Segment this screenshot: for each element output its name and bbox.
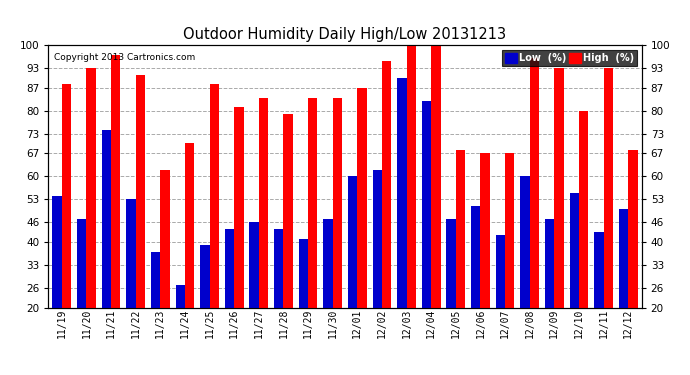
Bar [101, 130, 111, 308]
Bar [210, 84, 219, 308]
Bar [628, 150, 638, 308]
Bar [471, 206, 480, 308]
Bar [373, 170, 382, 308]
Bar [160, 170, 170, 308]
Bar [259, 98, 268, 308]
Bar [111, 55, 121, 308]
Bar [52, 196, 62, 308]
Bar [225, 229, 234, 308]
Bar [348, 176, 357, 308]
Bar [554, 68, 564, 308]
Bar [530, 58, 539, 308]
Bar [422, 101, 431, 308]
Bar [200, 245, 210, 308]
Bar [284, 114, 293, 308]
Bar [333, 98, 342, 308]
Bar [136, 75, 145, 308]
Bar [619, 209, 628, 308]
Bar [406, 45, 416, 308]
Bar [357, 88, 366, 308]
Bar [185, 144, 195, 308]
Bar [382, 62, 391, 308]
Title: Outdoor Humidity Daily High/Low 20131213: Outdoor Humidity Daily High/Low 20131213 [184, 27, 506, 42]
Bar [234, 107, 244, 308]
Bar [480, 153, 490, 308]
Bar [579, 111, 589, 308]
Bar [545, 219, 554, 308]
Bar [250, 222, 259, 308]
Text: Copyright 2013 Cartronics.com: Copyright 2013 Cartronics.com [55, 53, 195, 62]
Bar [397, 78, 406, 308]
Bar [175, 285, 185, 308]
Bar [446, 219, 456, 308]
Bar [604, 68, 613, 308]
Bar [456, 150, 465, 308]
Bar [62, 84, 71, 308]
Bar [569, 193, 579, 308]
Bar [431, 45, 440, 308]
Bar [324, 219, 333, 308]
Bar [274, 229, 284, 308]
Legend: Low  (%), High  (%): Low (%), High (%) [502, 50, 637, 66]
Bar [308, 98, 317, 308]
Bar [77, 219, 86, 308]
Bar [126, 199, 136, 308]
Bar [520, 176, 530, 308]
Bar [594, 232, 604, 308]
Bar [495, 236, 505, 308]
Bar [299, 238, 308, 308]
Bar [151, 252, 160, 308]
Bar [505, 153, 515, 308]
Bar [86, 68, 96, 308]
